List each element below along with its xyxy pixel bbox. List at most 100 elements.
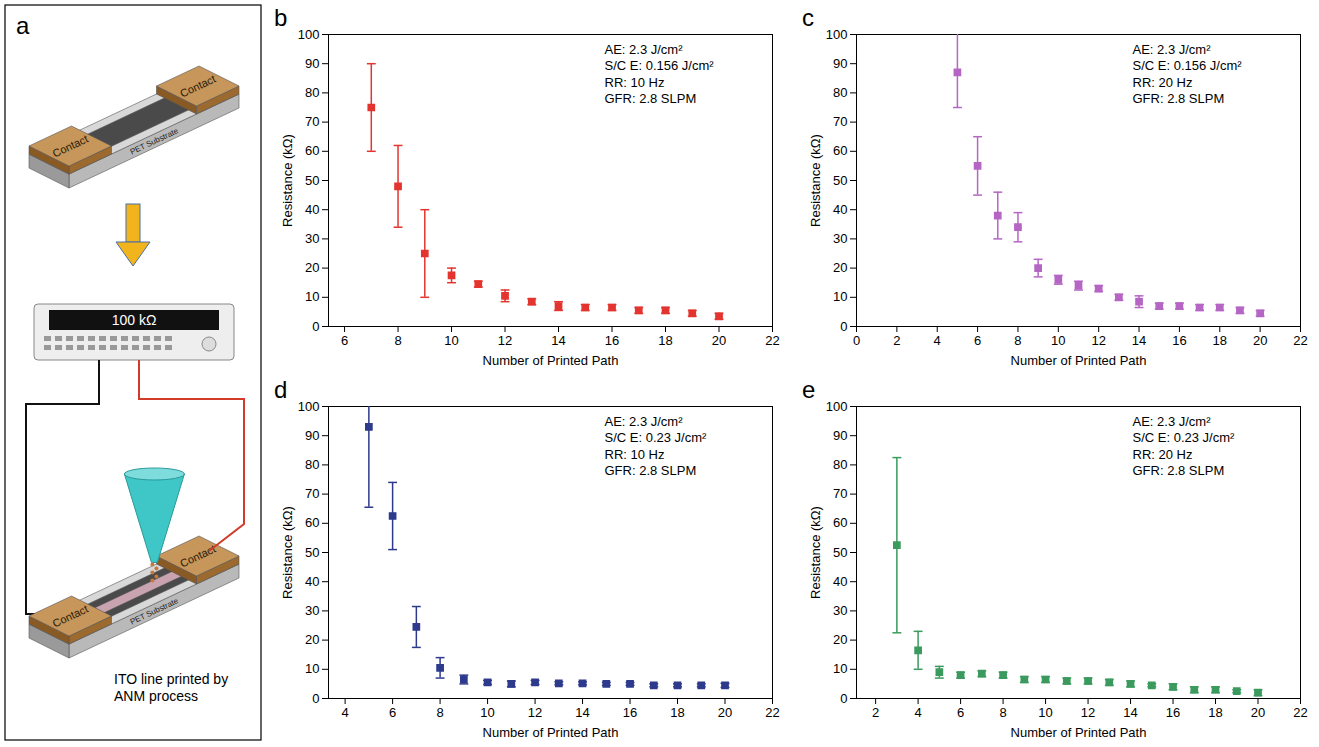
svg-text:20: 20 (305, 260, 319, 275)
svg-text:22: 22 (1293, 705, 1307, 720)
svg-text:6: 6 (957, 705, 964, 720)
svg-text:90: 90 (305, 56, 319, 71)
svg-text:Number of Printed Path: Number of Printed Path (1011, 353, 1147, 368)
svg-text:10: 10 (444, 333, 458, 348)
svg-text:PET Substrate: PET Substrate (129, 596, 180, 626)
svg-text:18: 18 (1213, 333, 1227, 348)
svg-text:0: 0 (312, 319, 319, 334)
svg-text:10: 10 (1038, 705, 1052, 720)
svg-text:80: 80 (833, 457, 847, 472)
svg-text:Resistance (kΩ): Resistance (kΩ) (280, 506, 295, 599)
svg-text:18: 18 (670, 705, 684, 720)
svg-text:10: 10 (305, 661, 319, 676)
svg-text:AE: 2.3 J/cm²S/C E: 0.156 J/cm: AE: 2.3 J/cm²S/C E: 0.156 J/cm²RR: 10 Hz… (605, 42, 715, 106)
svg-text:14: 14 (1123, 705, 1137, 720)
svg-text:100: 100 (298, 399, 320, 414)
svg-text:30: 30 (833, 231, 847, 246)
svg-text:10: 10 (1051, 333, 1065, 348)
svg-text:70: 70 (833, 486, 847, 501)
svg-text:100: 100 (298, 27, 320, 42)
svg-text:100 kΩ: 100 kΩ (112, 312, 157, 328)
svg-text:AE: 2.3 J/cm²S/C E: 0.156 J/cm: AE: 2.3 J/cm²S/C E: 0.156 J/cm²RR: 20 Hz… (1133, 42, 1243, 106)
svg-text:22: 22 (1293, 333, 1307, 348)
svg-text:60: 60 (833, 143, 847, 158)
svg-text:60: 60 (833, 515, 847, 530)
svg-text:18: 18 (1208, 705, 1222, 720)
svg-text:6: 6 (974, 333, 981, 348)
svg-text:12: 12 (528, 705, 542, 720)
svg-text:40: 40 (833, 202, 847, 217)
svg-text:22: 22 (765, 705, 779, 720)
svg-text:6: 6 (341, 333, 348, 348)
svg-text:10: 10 (833, 661, 847, 676)
svg-text:6: 6 (389, 705, 396, 720)
svg-text:2: 2 (872, 705, 879, 720)
svg-text:50: 50 (305, 545, 319, 560)
svg-text:80: 80 (833, 85, 847, 100)
svg-text:12: 12 (498, 333, 512, 348)
svg-text:70: 70 (305, 486, 319, 501)
svg-text:18: 18 (658, 333, 672, 348)
svg-text:40: 40 (833, 574, 847, 589)
svg-text:60: 60 (305, 515, 319, 530)
svg-text:8: 8 (999, 705, 1006, 720)
svg-text:50: 50 (305, 173, 319, 188)
svg-text:0: 0 (840, 319, 847, 334)
svg-text:10: 10 (305, 289, 319, 304)
svg-text:80: 80 (305, 457, 319, 472)
svg-text:100: 100 (826, 27, 848, 42)
svg-text:20: 20 (833, 632, 847, 647)
svg-text:20: 20 (1251, 705, 1265, 720)
svg-text:PET Substrate: PET Substrate (129, 126, 180, 156)
svg-text:ITO line printed by: ITO line printed by (114, 671, 228, 687)
svg-text:Number of Printed Path: Number of Printed Path (483, 725, 619, 740)
svg-text:30: 30 (305, 231, 319, 246)
svg-text:Number of Printed Path: Number of Printed Path (483, 353, 619, 368)
svg-text:16: 16 (623, 705, 637, 720)
svg-text:Resistance (kΩ): Resistance (kΩ) (280, 134, 295, 227)
svg-text:20: 20 (833, 260, 847, 275)
svg-text:0: 0 (853, 333, 860, 348)
svg-text:Contact: Contact (51, 132, 90, 159)
svg-text:16: 16 (1166, 705, 1180, 720)
svg-text:Resistance (kΩ): Resistance (kΩ) (808, 506, 823, 599)
svg-text:0: 0 (840, 691, 847, 706)
svg-text:14: 14 (1132, 333, 1146, 348)
svg-text:80: 80 (305, 85, 319, 100)
svg-text:20: 20 (712, 333, 726, 348)
svg-text:22: 22 (765, 333, 779, 348)
svg-text:14: 14 (575, 705, 589, 720)
svg-text:100: 100 (826, 399, 848, 414)
svg-text:20: 20 (1253, 333, 1267, 348)
svg-text:Number of Printed Path: Number of Printed Path (1011, 725, 1147, 740)
svg-text:20: 20 (305, 632, 319, 647)
svg-text:90: 90 (833, 428, 847, 443)
svg-text:AE: 2.3 J/cm²S/C E: 0.23 J/cm²: AE: 2.3 J/cm²S/C E: 0.23 J/cm²RR: 10 HzG… (605, 414, 708, 478)
svg-text:4: 4 (342, 705, 349, 720)
svg-text:8: 8 (394, 333, 401, 348)
svg-text:70: 70 (305, 114, 319, 129)
svg-text:10: 10 (480, 705, 494, 720)
svg-text:20: 20 (718, 705, 732, 720)
svg-text:90: 90 (833, 56, 847, 71)
svg-text:8: 8 (436, 705, 443, 720)
svg-text:16: 16 (605, 333, 619, 348)
svg-text:12: 12 (1091, 333, 1105, 348)
svg-text:10: 10 (833, 289, 847, 304)
svg-text:4: 4 (914, 705, 921, 720)
svg-text:Contact: Contact (178, 72, 217, 99)
svg-text:14: 14 (551, 333, 565, 348)
svg-text:70: 70 (833, 114, 847, 129)
svg-text:2: 2 (893, 333, 900, 348)
svg-text:40: 40 (305, 202, 319, 217)
svg-text:4: 4 (934, 333, 941, 348)
svg-text:50: 50 (833, 545, 847, 560)
svg-text:90: 90 (305, 428, 319, 443)
svg-text:Contact: Contact (51, 602, 90, 629)
svg-text:AE: 2.3 J/cm²S/C E: 0.23 J/cm²: AE: 2.3 J/cm²S/C E: 0.23 J/cm²RR: 20 HzG… (1133, 414, 1236, 478)
svg-text:60: 60 (305, 143, 319, 158)
svg-text:Resistance (kΩ): Resistance (kΩ) (808, 134, 823, 227)
svg-text:12: 12 (1081, 705, 1095, 720)
svg-text:ANM process: ANM process (114, 688, 198, 704)
svg-text:30: 30 (305, 603, 319, 618)
